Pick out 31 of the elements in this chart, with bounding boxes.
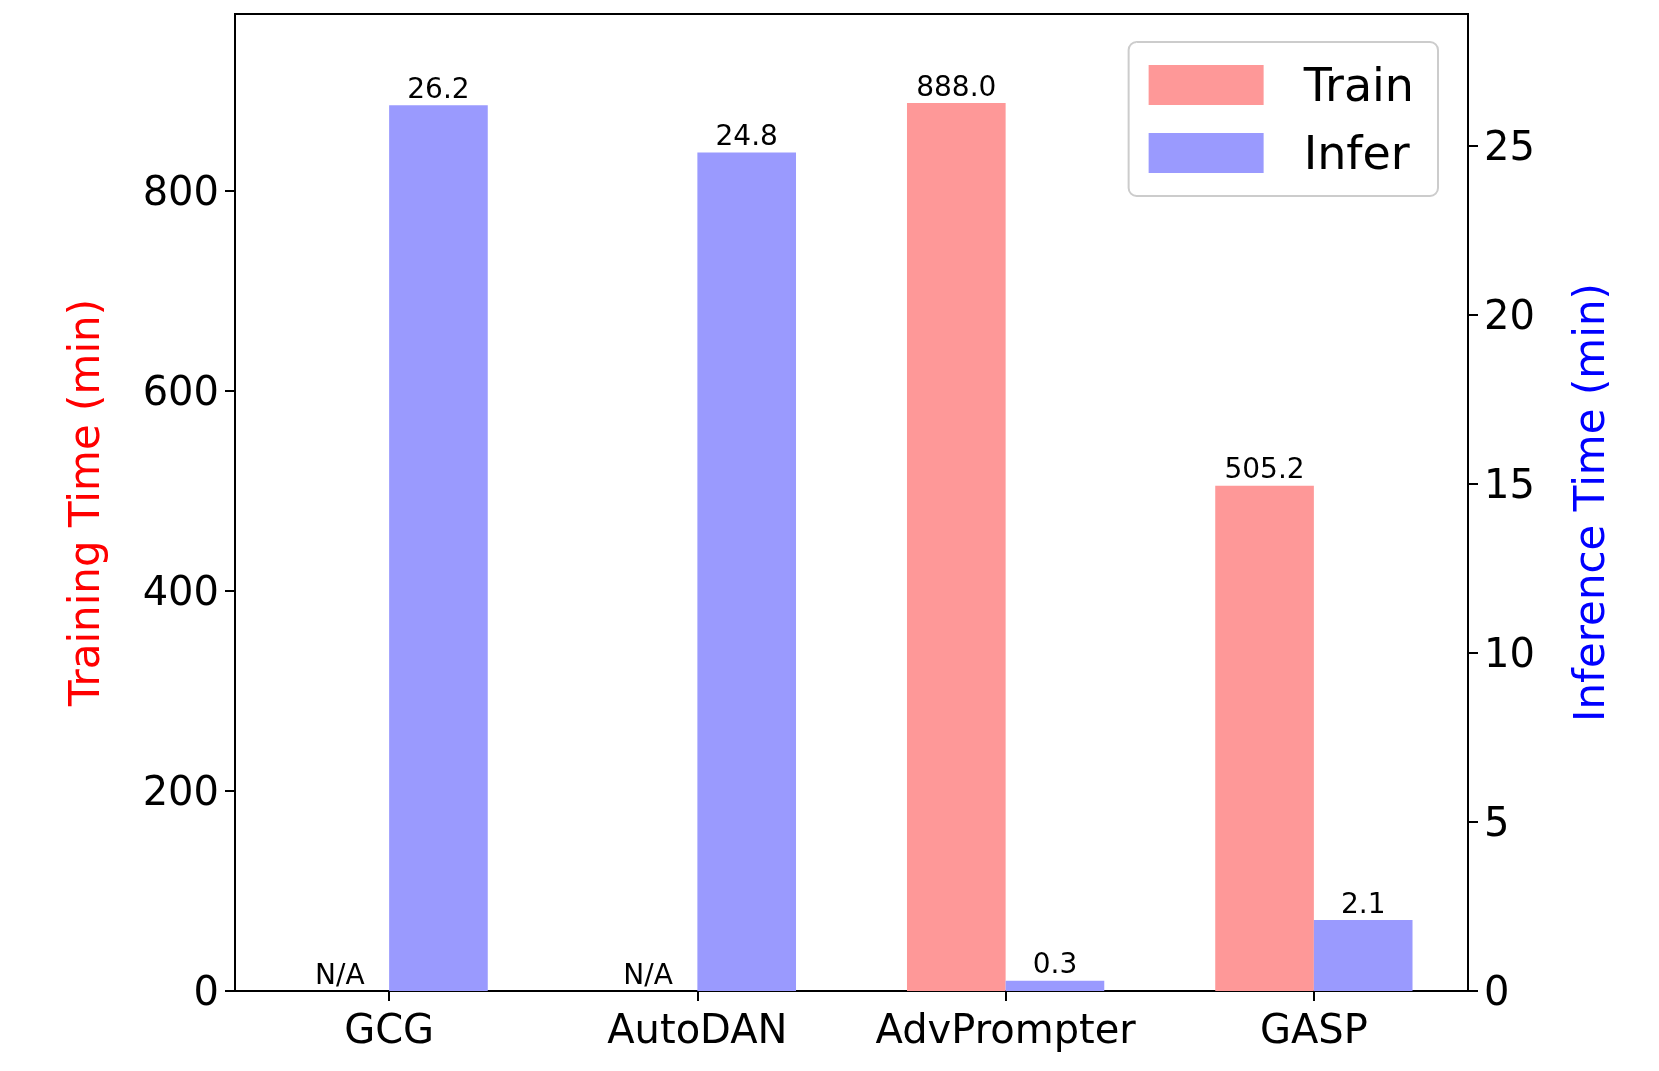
y2-tick-label: 25 — [1484, 122, 1535, 169]
y2-tick-label: 20 — [1484, 291, 1535, 338]
bar — [697, 152, 797, 991]
y2-axis-title: Inference Time (min) — [1564, 283, 1614, 722]
y-tick-label: 600 — [142, 368, 219, 414]
data-label: 505.2 — [1224, 452, 1305, 486]
legend-label: Infer — [1303, 126, 1410, 180]
y2-tick-label: 5 — [1484, 798, 1510, 845]
data-label: 0.3 — [1032, 947, 1078, 981]
bar — [389, 105, 488, 991]
y-tick-label: 200 — [142, 768, 219, 814]
y-tick-label: 800 — [142, 168, 219, 214]
text: N/A — [623, 957, 673, 991]
data-label: 26.2 — [407, 71, 470, 105]
data-label: 2.1 — [1340, 886, 1386, 920]
data-label: 24.8 — [715, 119, 778, 153]
x-tick-label: AutoDAN — [607, 1006, 788, 1052]
text: N/A — [315, 957, 365, 991]
data-label: 888.0 — [916, 69, 997, 103]
x-tick-label: GCG — [344, 1006, 435, 1052]
bar — [1313, 920, 1413, 991]
y-tick-label: 400 — [142, 568, 219, 614]
y2-tick-label: 0 — [1484, 968, 1510, 1014]
y-tick-label: 0 — [193, 968, 219, 1014]
legend-label: Train — [1302, 58, 1414, 112]
x-tick-label: GASP — [1259, 1006, 1368, 1052]
x-tick-label: AdvPrompter — [875, 1006, 1137, 1052]
bar — [1005, 980, 1105, 991]
y2-tick-label: 15 — [1484, 460, 1535, 507]
y2-tick-label: 10 — [1484, 629, 1535, 676]
y-axis-title: Training Time (min) — [59, 298, 109, 708]
